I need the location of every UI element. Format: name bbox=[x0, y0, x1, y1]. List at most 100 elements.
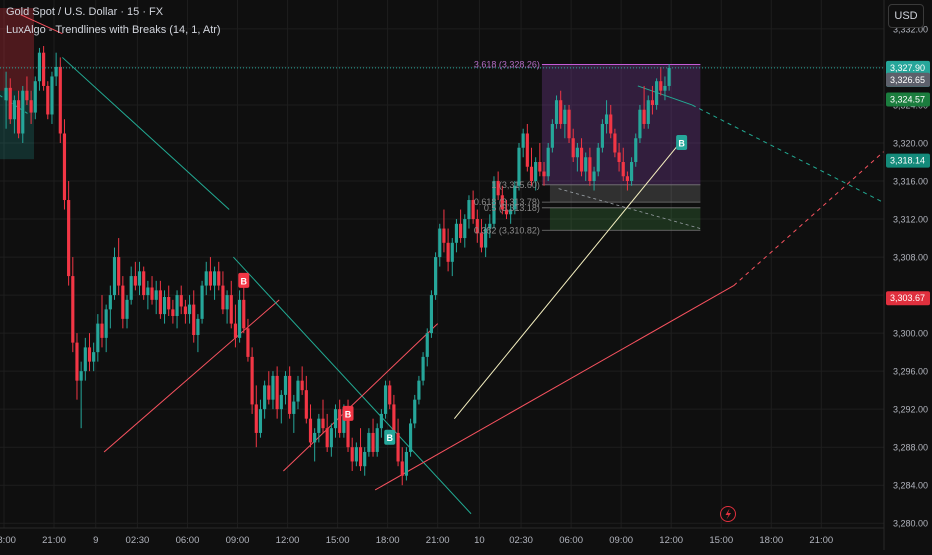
x-tick-label: 18:00 bbox=[759, 535, 783, 546]
candle bbox=[254, 385, 258, 448]
x-tick-label: 12:00 bbox=[276, 535, 300, 546]
candle-body bbox=[521, 133, 525, 148]
x-tick-label: 02:30 bbox=[126, 535, 150, 546]
candle bbox=[250, 347, 254, 414]
candle-body bbox=[279, 394, 283, 410]
candle bbox=[454, 219, 459, 253]
candle-body bbox=[171, 309, 175, 317]
candle-body bbox=[150, 287, 154, 300]
candle bbox=[104, 304, 108, 353]
candle-body bbox=[125, 299, 129, 319]
candle-body bbox=[133, 276, 137, 286]
candle bbox=[146, 280, 150, 310]
candle bbox=[58, 57, 62, 143]
candle bbox=[171, 299, 175, 324]
candle-body bbox=[596, 147, 600, 172]
candle-body bbox=[321, 418, 325, 429]
fib-label: 1 (3,315.60) bbox=[491, 180, 540, 190]
candle bbox=[400, 447, 404, 486]
candle bbox=[571, 128, 575, 163]
candle-body bbox=[296, 380, 300, 402]
x-tick-label: 9 bbox=[93, 535, 98, 546]
candle-body bbox=[358, 447, 363, 467]
candle bbox=[154, 280, 158, 315]
indicator-title[interactable]: LuxAlgo - Trendlines with Breaks (14, 1,… bbox=[6, 24, 221, 36]
candle-body bbox=[104, 309, 108, 338]
candle-body bbox=[142, 271, 146, 296]
currency-button[interactable]: USD bbox=[888, 4, 924, 28]
candle-body bbox=[642, 109, 646, 124]
candle-body bbox=[183, 306, 187, 315]
candle bbox=[246, 318, 250, 362]
candles-group bbox=[4, 46, 671, 486]
candle bbox=[275, 366, 279, 419]
candle-body bbox=[283, 375, 288, 395]
candle bbox=[563, 104, 567, 139]
candle-body bbox=[117, 257, 121, 286]
candle bbox=[609, 104, 613, 139]
candle-body bbox=[313, 432, 317, 443]
candle bbox=[663, 76, 667, 101]
candle bbox=[8, 78, 12, 124]
candle bbox=[325, 413, 329, 452]
candle-body bbox=[538, 162, 542, 172]
symbol-title[interactable]: Gold Spot / U.S. Dollar · 15 · FX bbox=[6, 6, 164, 18]
y-tick-label: 3,316.00 bbox=[893, 177, 928, 187]
candle bbox=[50, 71, 54, 124]
candle bbox=[67, 181, 71, 286]
trendline bbox=[103, 299, 280, 453]
candle-body bbox=[242, 299, 246, 329]
fib-label: 0.618 (3,313.78) bbox=[474, 197, 540, 207]
candle bbox=[425, 328, 429, 367]
y-tick-label: 3,300.00 bbox=[893, 329, 928, 339]
candle bbox=[213, 266, 217, 300]
candle bbox=[442, 209, 446, 253]
candle bbox=[192, 290, 196, 343]
candle-body bbox=[650, 100, 655, 105]
candle bbox=[96, 314, 100, 362]
candle bbox=[350, 437, 354, 471]
candle-body bbox=[571, 138, 575, 158]
candle bbox=[438, 223, 442, 267]
candle-body bbox=[208, 271, 212, 286]
candle bbox=[471, 190, 475, 224]
y-tick-label: 3,296.00 bbox=[893, 367, 928, 377]
candle-body bbox=[29, 100, 33, 113]
candle bbox=[292, 394, 296, 433]
candle bbox=[500, 185, 504, 215]
candle-body bbox=[137, 271, 142, 286]
candle bbox=[338, 399, 342, 438]
candle bbox=[408, 418, 413, 457]
y-tick-label: 3,332.00 bbox=[893, 24, 928, 34]
candle-body bbox=[534, 162, 538, 182]
candle bbox=[504, 200, 509, 220]
candle-body bbox=[221, 285, 225, 310]
candle-body bbox=[346, 409, 350, 448]
candle bbox=[592, 166, 596, 191]
candle-body bbox=[429, 295, 434, 334]
candle-body bbox=[146, 287, 150, 296]
candle-body bbox=[25, 90, 29, 101]
candle bbox=[279, 390, 283, 424]
lightning-icon-bolt bbox=[725, 508, 731, 520]
candle-body bbox=[196, 318, 200, 336]
candle-body bbox=[167, 296, 171, 310]
candle bbox=[630, 157, 634, 186]
candle-body bbox=[354, 447, 358, 462]
x-tick-label: 18:00 bbox=[0, 535, 16, 546]
candle bbox=[21, 85, 25, 143]
candle-body bbox=[75, 342, 79, 381]
candle-body bbox=[204, 271, 208, 286]
candle bbox=[383, 380, 388, 419]
candle bbox=[258, 399, 263, 438]
candle-body bbox=[404, 451, 408, 476]
candle-body bbox=[213, 271, 217, 286]
candle-body bbox=[333, 409, 338, 429]
candle bbox=[546, 142, 550, 182]
candle-body bbox=[517, 147, 521, 186]
candle-body bbox=[584, 157, 588, 172]
candle-body bbox=[434, 257, 438, 296]
candle bbox=[467, 195, 471, 229]
